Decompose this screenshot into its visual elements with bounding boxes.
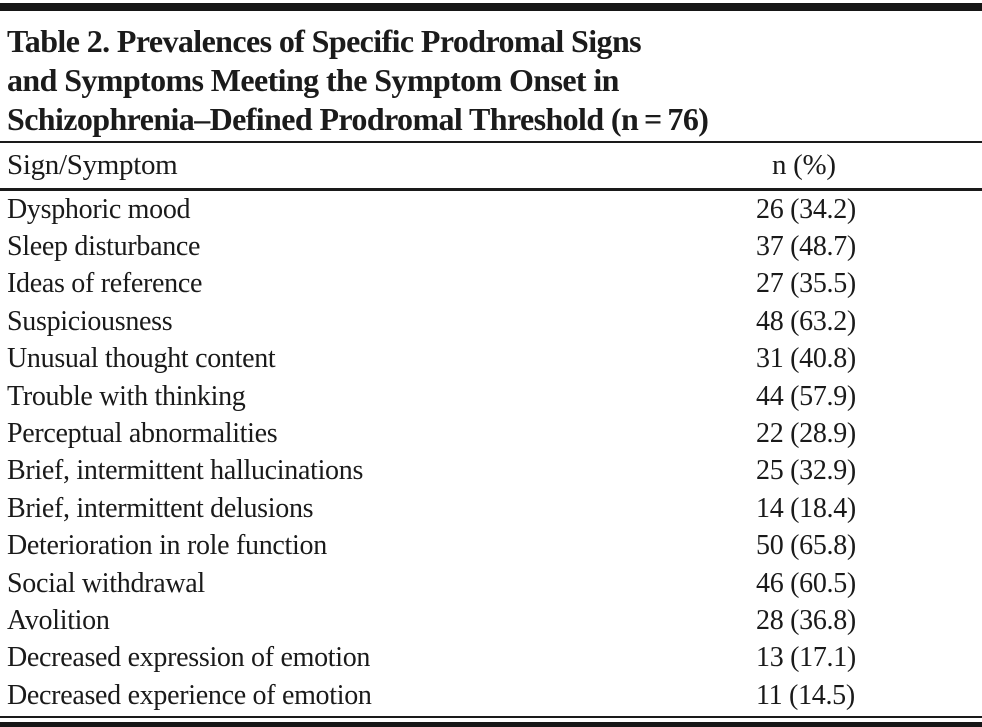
row-label: Unusual thought content — [7, 343, 276, 375]
table-row: Sleep disturbance 37 (48.7) — [0, 228, 982, 265]
row-label: Brief, intermittent hallucinations — [7, 455, 364, 487]
row-value: 22 (28.9) — [756, 418, 856, 450]
table-row: Decreased experience of emotion 11 (14.5… — [0, 677, 982, 714]
row-label: Decreased expression of emotion — [7, 642, 371, 674]
table-top-rule — [0, 3, 982, 11]
table-title-line-3: Schizophrenia–Defined Prodromal Threshol… — [7, 101, 709, 137]
table-row: Decreased expression of emotion 13 (17.1… — [0, 640, 982, 677]
row-value: 14 (18.4) — [756, 492, 856, 524]
row-value: 44 (57.9) — [756, 380, 856, 412]
table-row: Ideas of reference 27 (35.5) — [0, 266, 982, 303]
row-value: 27 (35.5) — [756, 268, 856, 300]
row-value: 31 (40.8) — [756, 343, 856, 375]
bottom-thin-rule — [0, 716, 982, 718]
column-header-n-pct: n (%) — [772, 149, 836, 181]
row-label: Sleep disturbance — [7, 231, 201, 263]
bottom-thick-rule — [0, 722, 982, 727]
row-value: 46 (60.5) — [756, 567, 856, 599]
header-separator-rule — [0, 188, 982, 191]
row-label: Suspiciousness — [7, 305, 173, 337]
table-title-line-2: and Symptoms Meeting the Symptom Onset i… — [7, 62, 619, 98]
table-row: Trouble with thinking 44 (57.9) — [0, 378, 982, 415]
column-header-sign-symptom: Sign/Symptom — [7, 149, 178, 181]
row-label: Social withdrawal — [7, 567, 205, 599]
row-value: 50 (65.8) — [756, 530, 856, 562]
table-row: Brief, intermittent hallucinations 25 (3… — [0, 453, 982, 490]
table-row: Dysphoric mood 26 (34.2) — [0, 191, 982, 228]
row-value: 13 (17.1) — [756, 642, 856, 674]
table-row: Unusual thought content 31 (40.8) — [0, 341, 982, 378]
row-value: 37 (48.7) — [756, 231, 856, 263]
table-title: Table 2. Prevalences of Specific Prodrom… — [7, 22, 972, 139]
row-label: Trouble with thinking — [7, 380, 246, 412]
row-label: Brief, intermittent delusions — [7, 492, 314, 524]
row-label: Avolition — [7, 604, 110, 636]
row-label: Ideas of reference — [7, 268, 203, 300]
row-label: Perceptual abnormalities — [7, 418, 278, 450]
table-title-line-1: Table 2. Prevalences of Specific Prodrom… — [7, 23, 642, 59]
table-row: Social withdrawal 46 (60.5) — [0, 565, 982, 602]
row-value: 26 (34.2) — [756, 193, 856, 225]
row-value: 28 (36.8) — [756, 604, 856, 636]
table-row: Brief, intermittent delusions 14 (18.4) — [0, 490, 982, 527]
table-row: Suspiciousness 48 (63.2) — [0, 303, 982, 340]
table-body: Dysphoric mood 26 (34.2) Sleep disturban… — [0, 191, 982, 714]
row-label: Dysphoric mood — [7, 193, 191, 225]
row-label: Decreased experience of emotion — [7, 679, 372, 711]
table-row: Avolition 28 (36.8) — [0, 602, 982, 639]
row-label: Deterioration in role function — [7, 530, 327, 562]
row-value: 25 (32.9) — [756, 455, 856, 487]
table-row: Perceptual abnormalities 22 (28.9) — [0, 415, 982, 452]
table-header-row: Sign/Symptom n (%) — [0, 143, 982, 188]
row-value: 11 (14.5) — [756, 679, 855, 711]
row-value: 48 (63.2) — [756, 305, 856, 337]
title-separator-rule — [0, 141, 982, 143]
table-row: Deterioration in role function 50 (65.8) — [0, 528, 982, 565]
